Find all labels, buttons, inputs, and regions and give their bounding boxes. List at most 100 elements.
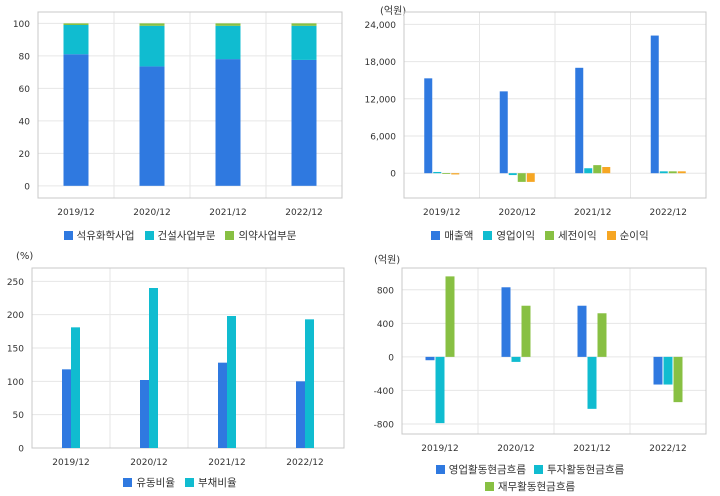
segment-chart-panel: 0 20 40 60 80 100 2019/12 2020/12 2021/12 2022/12… — [0, 0, 360, 248]
bar-item-1 — [587, 356, 597, 409]
legend-swatch — [545, 231, 554, 240]
y-tick-label: 0 — [24, 182, 30, 192]
x-tick-label: 2019/12 — [57, 208, 94, 218]
y-tick-label: 18,000 — [365, 58, 397, 68]
x-tick-label: 2020/12 — [133, 208, 170, 218]
bar-item-1 — [291, 25, 317, 60]
bar-item-1 — [659, 171, 668, 174]
ratio-chart: 0 50 100 150 200 250 2019/12 2020/12 2021/12 2022… — [7, 267, 345, 468]
legend-item: 석유화학사업 — [63, 228, 135, 243]
bar-item-0 — [501, 287, 511, 357]
bar-item-0 — [139, 66, 165, 186]
x-tick-label: 2020/12 — [497, 444, 534, 454]
bar-item-1 — [584, 168, 593, 174]
x-tick-label: 2022/12 — [649, 444, 686, 454]
y-tick-label: -800 — [374, 420, 395, 430]
legend-label: 부채비율 — [198, 477, 237, 489]
bar-item-2 — [597, 313, 607, 357]
y-tick-label: 150 — [7, 345, 24, 355]
legend-item: 재무활동현금흐름 — [484, 479, 576, 494]
bar-item-2 — [593, 165, 602, 174]
segment-chart: 0 20 40 60 80 100 2019/12 2020/12 2021/12 2022/12 — [13, 11, 343, 218]
x-tick-label: 2021/12 — [208, 458, 245, 468]
bar-item-1 — [149, 288, 158, 448]
bar-item-2 — [139, 23, 165, 26]
bar-item-1 — [511, 356, 521, 362]
bar-item-1 — [663, 356, 673, 385]
legend-item: 세전이익 — [545, 228, 597, 243]
y-tick-label: 100 — [7, 378, 24, 388]
bar-item-0 — [62, 369, 71, 448]
bar-item-3 — [677, 171, 686, 174]
x-tick-label: 2020/12 — [130, 458, 167, 468]
y-tick-label: 50 — [13, 411, 25, 421]
y-tick-label: 0 — [390, 170, 396, 180]
legend-label: 석유화학사업 — [76, 230, 135, 242]
bar-item-0 — [424, 78, 433, 174]
bar-item-1 — [71, 327, 80, 448]
y-tick-label: 60 — [19, 85, 31, 95]
ratio-chart-panel: (%) 0 50 100 150 200 250 2019/12 2020/12 2021/12… — [0, 248, 360, 496]
legend-swatch — [63, 231, 73, 240]
legend-swatch — [185, 478, 194, 487]
x-tick-label: 2019/12 — [423, 208, 460, 218]
legend-swatch — [431, 231, 441, 240]
x-tick-label: 2019/12 — [421, 444, 458, 454]
bar-item-1 — [305, 319, 314, 448]
legend-item: 영업활동현금흐름 — [435, 462, 526, 477]
bar-item-2 — [291, 23, 317, 26]
bar-item-0 — [140, 380, 149, 448]
x-tick-label: 2022/12 — [286, 458, 323, 468]
legend-item: 부채비율 — [185, 475, 237, 490]
legend-item: 영업이익 — [483, 228, 535, 243]
y-tick-label: 40 — [19, 117, 31, 127]
bar-item-0 — [577, 305, 587, 357]
cashflow-chart: -800 -400 0 400 800 2019/12 2020/12 2021/12 2022… — [374, 267, 707, 454]
bar-item-0 — [215, 59, 241, 186]
ratio-chart-legend: 유동비율 부채비율 — [20, 475, 340, 490]
legend-swatch — [144, 231, 154, 240]
legend-label: 재무활동현금흐름 — [497, 481, 576, 493]
bar-item-0 — [291, 59, 317, 186]
x-tick-label: 2020/12 — [499, 208, 536, 218]
legend-swatch — [483, 231, 493, 240]
y-tick-label: 400 — [377, 320, 394, 330]
y-tick-label: 12,000 — [365, 95, 397, 105]
legend-label: 건설사업부문 — [157, 230, 216, 242]
bar-item-1 — [227, 316, 236, 448]
bar-item-0 — [653, 356, 663, 385]
legend-swatch — [534, 465, 543, 474]
y-tick-label: 250 — [7, 278, 24, 288]
bar-item-2 — [521, 305, 531, 357]
bar-item-1 — [215, 25, 241, 60]
y-tick-label: 800 — [377, 286, 394, 296]
legend-swatch — [225, 231, 235, 240]
bar-item-1 — [63, 24, 89, 55]
y-tick-label: 200 — [7, 311, 24, 321]
y-tick-label: 20 — [19, 150, 31, 160]
cashflow-chart-panel: (억원) -800 -400 0 400 800 2019/12 2020/12 2021/1… — [360, 248, 720, 496]
x-tick-label: 2019/12 — [52, 458, 89, 468]
bar-item-0 — [575, 67, 584, 174]
bar-item-2 — [442, 173, 451, 174]
bar-item-0 — [425, 356, 435, 361]
bar-item-0 — [296, 381, 305, 448]
bar-item-2 — [63, 23, 89, 25]
bar-item-2 — [668, 171, 677, 174]
legend-item: 건설사업부문 — [144, 228, 216, 243]
bar-item-2 — [445, 276, 455, 357]
plot-frame — [401, 267, 707, 435]
y-tick-label: 100 — [13, 20, 30, 30]
legend-label: 투자활동현금흐름 — [547, 464, 625, 476]
legend-label: 유동비율 — [136, 477, 175, 489]
bar-item-2 — [215, 23, 241, 26]
x-tick-label: 2022/12 — [650, 208, 687, 218]
legend-item: 투자활동현금흐름 — [534, 462, 624, 477]
cashflow-unit-label: (억원) — [374, 255, 401, 266]
bar-item-0 — [63, 54, 89, 186]
legend-item: 순이익 — [606, 228, 649, 243]
bar-item-1 — [508, 173, 517, 176]
legend-swatch — [435, 465, 445, 474]
